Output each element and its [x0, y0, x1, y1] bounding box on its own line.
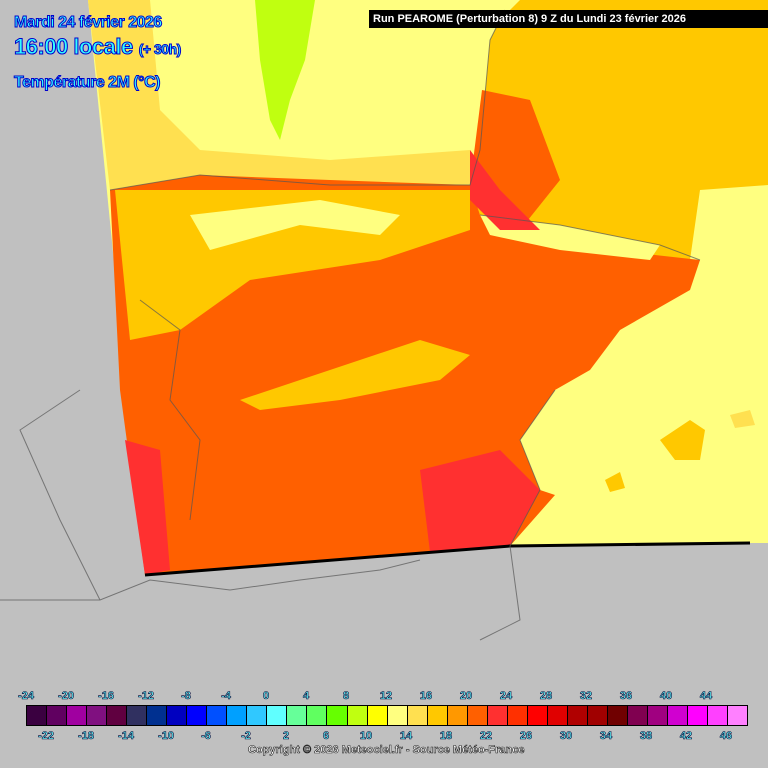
legend-label-top: -24 — [18, 690, 35, 703]
legend-label-bottom: 42 — [679, 730, 693, 743]
lead-time: (+ 30h) — [138, 41, 182, 58]
border-lines — [0, 9, 701, 641]
parameter-title: Température 2M (°C) — [14, 74, 161, 92]
legend-swatch — [387, 706, 408, 725]
legend-label-top: -16 — [98, 690, 115, 703]
legend-swatch — [187, 706, 208, 725]
forecast-date: Mardi 24 février 2026 — [14, 14, 163, 32]
legend-label-top: -4 — [221, 690, 231, 703]
cantabrian-mountains — [190, 200, 400, 250]
legend-label-bottom: 26 — [519, 730, 533, 743]
legend-label-top: 20 — [459, 690, 473, 703]
legend-swatch — [527, 706, 548, 725]
legend-swatch — [127, 706, 148, 725]
hot-south-west — [125, 440, 170, 575]
legend-label-bottom: 34 — [599, 730, 613, 743]
balearic-mallorca — [660, 420, 705, 460]
legend-label-bottom: -22 — [38, 730, 55, 743]
legend-swatch — [607, 706, 628, 725]
legend-label-top: 0 — [262, 690, 270, 703]
hot-ebro — [470, 150, 540, 230]
legend-label-bottom: 46 — [719, 730, 733, 743]
legend-swatch — [547, 706, 568, 725]
legend-swatch — [567, 706, 588, 725]
legend-label-top: -12 — [138, 690, 155, 703]
legend-swatch — [47, 706, 68, 725]
legend-label-bottom: 30 — [559, 730, 573, 743]
legend-label-top: 32 — [579, 690, 593, 703]
legend-label-bottom: 38 — [639, 730, 653, 743]
legend-swatch — [147, 706, 168, 725]
legend-label-top: 4 — [302, 690, 310, 703]
legend-label-bottom: -6 — [201, 730, 211, 743]
forecast-time: 16:00 locale (+ 30h) — [14, 34, 182, 60]
legend-swatch — [587, 706, 608, 725]
legend-swatch — [247, 706, 268, 725]
atlantic-warm-sea — [88, 0, 480, 190]
legend-swatch — [27, 706, 48, 725]
central-system — [240, 340, 470, 410]
legend-label-top: 8 — [342, 690, 350, 703]
legend-swatch — [367, 706, 388, 725]
legend-label-top: 40 — [659, 690, 673, 703]
legend-swatch — [87, 706, 108, 725]
balearic-menorca — [730, 410, 755, 428]
local-time: 16:00 locale — [14, 34, 134, 60]
legend-label-top: 44 — [699, 690, 713, 703]
legend-label-bottom: 6 — [322, 730, 330, 743]
legend-swatch — [347, 706, 368, 725]
legend-swatch — [467, 706, 488, 725]
legend-label-top: 12 — [379, 690, 393, 703]
legend-swatch — [107, 706, 128, 725]
legend-swatch — [267, 706, 288, 725]
legend-label-top: 16 — [419, 690, 433, 703]
legend-swatch — [287, 706, 308, 725]
legend-label-top: 36 — [619, 690, 633, 703]
legend-swatch — [327, 706, 348, 725]
legend-swatch — [708, 706, 729, 725]
legend-swatch — [67, 706, 88, 725]
run-info: Run PEAROME (Perturbation 8) 9 Z du Lund… — [369, 10, 768, 28]
bay-of-biscay-green-patch — [255, 0, 315, 140]
legend-swatch — [207, 706, 228, 725]
legend-label-bottom: 10 — [359, 730, 373, 743]
copyright: Copyright © 2026 Meteociel.fr - Source M… — [248, 744, 525, 757]
legend-label-bottom: -2 — [241, 730, 251, 743]
legend-swatch — [307, 706, 328, 725]
legend-label-top: 24 — [499, 690, 513, 703]
legend-swatch — [688, 706, 709, 725]
balearic-ibiza — [605, 472, 625, 492]
legend-label-top: 28 — [539, 690, 553, 703]
legend-swatch — [627, 706, 648, 725]
legend-label-top: -20 — [58, 690, 75, 703]
legend-label-bottom: -14 — [118, 730, 135, 743]
legend-swatch — [668, 706, 689, 725]
hot-south-east — [420, 450, 540, 552]
legend-label-bottom: 18 — [439, 730, 453, 743]
legend-swatch — [167, 706, 188, 725]
legend-label-bottom: 2 — [282, 730, 290, 743]
legend-label-bottom: 22 — [479, 730, 493, 743]
legend-label-bottom: -10 — [158, 730, 175, 743]
legend-label-top: -8 — [181, 690, 191, 703]
legend-swatch — [487, 706, 508, 725]
legend-swatch — [427, 706, 448, 725]
color-scale-legend — [26, 705, 748, 726]
legend-swatch — [407, 706, 428, 725]
legend-swatch — [647, 706, 668, 725]
legend-swatch — [447, 706, 468, 725]
legend-swatch — [728, 706, 748, 725]
legend-swatch — [507, 706, 528, 725]
legend-label-bottom: 14 — [399, 730, 413, 743]
legend-label-bottom: -18 — [78, 730, 95, 743]
legend-swatch — [227, 706, 248, 725]
